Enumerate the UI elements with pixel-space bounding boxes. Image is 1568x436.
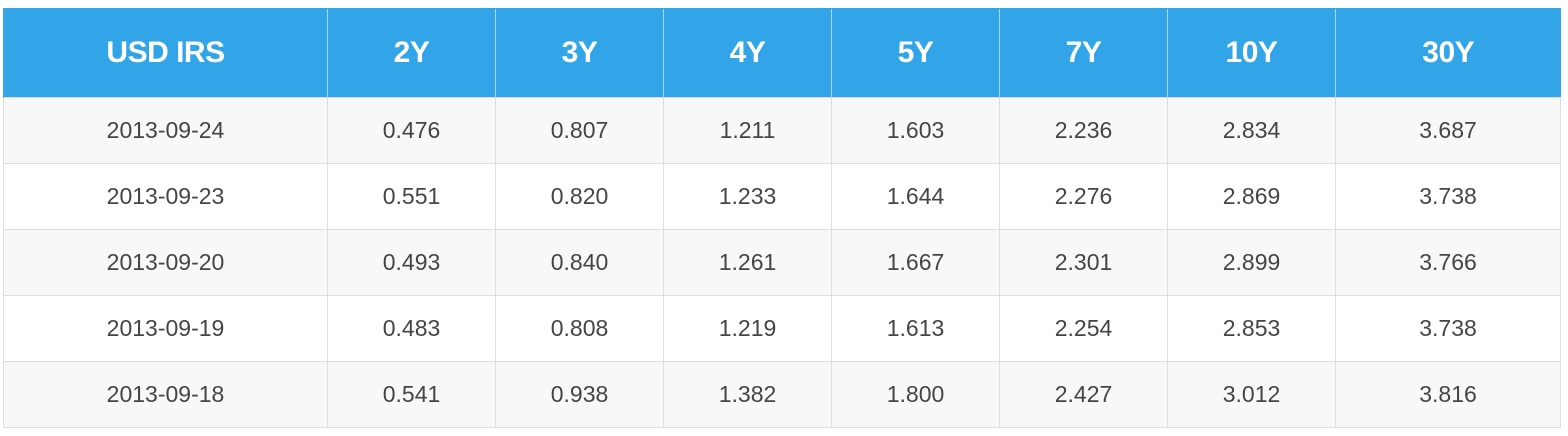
table-row: 2013-09-19 0.483 0.808 1.219 1.613 2.254… xyxy=(3,295,1561,362)
table-row: 2013-09-23 0.551 0.820 1.233 1.644 2.276… xyxy=(3,163,1561,230)
column-header-10y: 10Y xyxy=(1167,8,1336,98)
rate-cell: 3.766 xyxy=(1335,229,1561,296)
rate-cell: 1.603 xyxy=(831,97,1000,164)
rate-cell: 0.493 xyxy=(327,229,496,296)
date-cell: 2013-09-18 xyxy=(3,361,328,428)
rate-cell: 3.012 xyxy=(1167,361,1336,428)
header-row: USD IRS 2Y 3Y 4Y 5Y 7Y 10Y 30Y xyxy=(3,8,1561,98)
column-header-7y: 7Y xyxy=(999,8,1168,98)
table-row: 2013-09-18 0.541 0.938 1.382 1.800 2.427… xyxy=(3,361,1561,428)
usd-irs-table: USD IRS 2Y 3Y 4Y 5Y 7Y 10Y 30Y 2013-09-2… xyxy=(3,8,1561,428)
rate-cell: 2.834 xyxy=(1167,97,1336,164)
date-cell: 2013-09-20 xyxy=(3,229,328,296)
rate-cell: 1.382 xyxy=(663,361,832,428)
rate-cell: 0.840 xyxy=(495,229,664,296)
rate-cell: 1.219 xyxy=(663,295,832,362)
rate-cell: 1.261 xyxy=(663,229,832,296)
rate-cell: 2.899 xyxy=(1167,229,1336,296)
rate-cell: 3.687 xyxy=(1335,97,1561,164)
column-header-4y: 4Y xyxy=(663,8,832,98)
rate-cell: 0.541 xyxy=(327,361,496,428)
date-cell: 2013-09-23 xyxy=(3,163,328,230)
rate-cell: 0.808 xyxy=(495,295,664,362)
column-header-30y: 30Y xyxy=(1335,8,1561,98)
rate-cell: 2.869 xyxy=(1167,163,1336,230)
rate-cell: 3.738 xyxy=(1335,295,1561,362)
column-header-3y: 3Y xyxy=(495,8,664,98)
table-header: USD IRS 2Y 3Y 4Y 5Y 7Y 10Y 30Y xyxy=(3,8,1561,98)
rate-cell: 2.254 xyxy=(999,295,1168,362)
rate-cell: 2.276 xyxy=(999,163,1168,230)
rate-cell: 0.807 xyxy=(495,97,664,164)
table-row: 2013-09-20 0.493 0.840 1.261 1.667 2.301… xyxy=(3,229,1561,296)
date-cell: 2013-09-24 xyxy=(3,97,328,164)
rate-cell: 1.667 xyxy=(831,229,1000,296)
column-header-5y: 5Y xyxy=(831,8,1000,98)
date-cell: 2013-09-19 xyxy=(3,295,328,362)
rate-cell: 2.236 xyxy=(999,97,1168,164)
rate-cell: 0.938 xyxy=(495,361,664,428)
rate-cell: 0.476 xyxy=(327,97,496,164)
rate-cell: 2.853 xyxy=(1167,295,1336,362)
rate-cell: 0.820 xyxy=(495,163,664,230)
rate-cell: 1.233 xyxy=(663,163,832,230)
rate-cell: 3.738 xyxy=(1335,163,1561,230)
rate-cell: 0.551 xyxy=(327,163,496,230)
rate-cell: 1.644 xyxy=(831,163,1000,230)
rate-cell: 0.483 xyxy=(327,295,496,362)
rate-cell: 3.816 xyxy=(1335,361,1561,428)
column-header-usd-irs: USD IRS xyxy=(3,8,328,98)
rate-cell: 2.301 xyxy=(999,229,1168,296)
rate-cell: 1.613 xyxy=(831,295,1000,362)
table-body: 2013-09-24 0.476 0.807 1.211 1.603 2.236… xyxy=(3,97,1561,428)
table-row: 2013-09-24 0.476 0.807 1.211 1.603 2.236… xyxy=(3,97,1561,164)
rate-cell: 1.800 xyxy=(831,361,1000,428)
rate-cell: 1.211 xyxy=(663,97,832,164)
rate-cell: 2.427 xyxy=(999,361,1168,428)
usd-irs-table-container: USD IRS 2Y 3Y 4Y 5Y 7Y 10Y 30Y 2013-09-2… xyxy=(3,8,1561,428)
column-header-2y: 2Y xyxy=(327,8,496,98)
